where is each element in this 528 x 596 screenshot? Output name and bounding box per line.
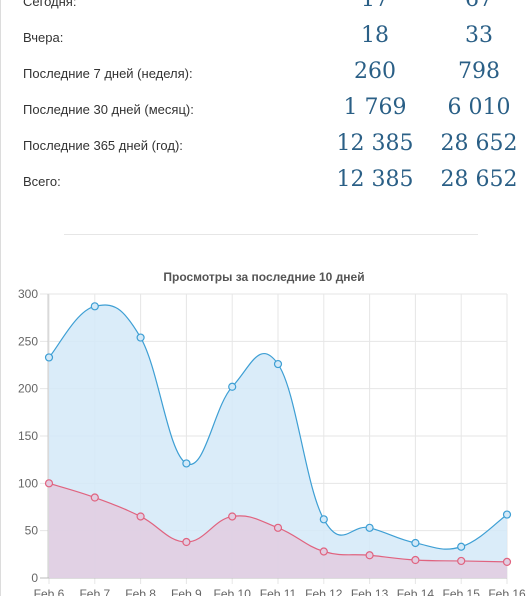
chart-title: Просмотры за последние 10 дней	[163, 270, 365, 284]
x-tick-label: Feb 7	[79, 587, 110, 596]
stat-value-visitors: 12 385	[336, 131, 414, 156]
stat-value-views: 33	[465, 23, 493, 48]
stat-value-visitors: 260	[354, 59, 396, 84]
stat-row-month: Последние 30 дней (месяц): 1 769 6 010	[0, 92, 528, 128]
x-tick-label: Feb 15	[443, 587, 481, 596]
series-2-point	[411, 555, 420, 565]
stat-value-views: 6 010	[447, 95, 511, 120]
stat-value-views: 798	[458, 59, 500, 84]
series-1-area	[49, 305, 507, 578]
divider	[64, 234, 478, 235]
stat-label: Последние 365 дней (год):	[23, 138, 183, 153]
stat-value-visitors: 17	[330, 0, 420, 12]
series-2-point	[228, 512, 237, 521]
series-1-point	[365, 523, 374, 532]
x-tick-label: Feb 13	[351, 587, 389, 596]
x-tick-label: Feb 12	[305, 587, 343, 596]
series-1-point	[502, 510, 512, 519]
stat-value-views: 28 652	[440, 167, 518, 192]
series-1-point	[457, 542, 466, 551]
stat-row-total: Всего: 12 385 28 652	[0, 164, 528, 200]
stat-label: Сегодня:	[23, 0, 77, 9]
stat-row-yesterday: Вчера: 18 33	[0, 20, 528, 56]
series-1-point	[90, 302, 99, 311]
series-2-point	[44, 479, 54, 488]
stat-value-views: 28 652	[440, 131, 518, 156]
series-2-point	[365, 551, 374, 560]
y-tick-label: 150	[18, 429, 38, 443]
stat-value-visitors: 1 769	[343, 95, 407, 120]
series-1-point	[228, 382, 237, 391]
stat-value-visitors: 12 385	[336, 167, 414, 192]
x-tick-label: Feb 10	[214, 587, 252, 596]
stat-label: Вчера:	[23, 30, 64, 45]
stat-row-week: Последние 7 дней (неделя): 260 798	[0, 56, 528, 92]
y-tick-label: 0	[31, 571, 38, 585]
series-2-point	[457, 556, 466, 566]
series-2-point	[502, 557, 512, 567]
series-1-point	[136, 333, 145, 342]
series-1-point	[182, 459, 191, 468]
y-tick-label: 100	[18, 476, 38, 490]
y-tick-label: 300	[18, 287, 38, 301]
stat-row-today: Сегодня: 17 67	[0, 0, 528, 20]
stat-value-visitors: 18	[361, 23, 389, 48]
x-tick-label: Feb 11	[260, 587, 297, 596]
series-2-point	[182, 537, 191, 547]
series-1-point	[319, 515, 328, 524]
series-1-point	[44, 353, 54, 362]
left-border	[0, 0, 1, 596]
x-tick-label: Feb 8	[125, 587, 156, 596]
y-tick-label: 200	[18, 382, 38, 396]
series-1-point	[411, 538, 420, 548]
series-2-point	[319, 547, 328, 556]
y-tick-label: 250	[18, 334, 38, 348]
series-2-point	[90, 493, 99, 502]
series-2-point	[273, 523, 283, 532]
x-tick-label: Feb 9	[171, 587, 202, 596]
series-1-point	[273, 359, 283, 369]
stat-value-views: 67	[434, 0, 524, 12]
x-tick-label: Feb 14	[397, 587, 435, 596]
x-tick-label: Feb 6	[34, 587, 65, 596]
series-2-point	[136, 512, 145, 521]
stat-row-year: Последние 365 дней (год): 12 385 28 652	[0, 128, 528, 164]
stat-label: Последние 7 дней (неделя):	[23, 66, 193, 81]
y-tick-label: 50	[25, 524, 39, 538]
views-chart: 0 50 100 150 200 250 300 Feb 6 Feb 7 Feb 8 Feb 9 Fe…	[18, 287, 526, 596]
x-tick-label: Feb 16	[488, 587, 526, 596]
stat-label: Последние 30 дней (месяц):	[23, 102, 194, 117]
stat-label: Всего:	[23, 174, 61, 189]
